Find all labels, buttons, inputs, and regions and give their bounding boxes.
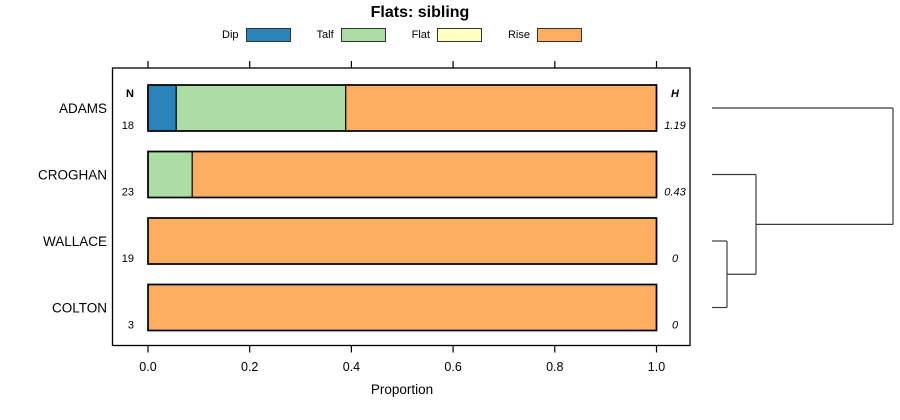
x-axis-label: Proportion [370,382,434,397]
bar-segment-talf [175,84,347,132]
legend-label: Flat [411,29,430,41]
category-label: CROGHAN [38,167,107,182]
h-column-header: H [671,88,680,100]
x-tick-label: 0.2 [241,360,258,374]
bar-outline [147,84,658,132]
n-column-header: N [126,88,134,100]
n-value: 19 [122,253,134,265]
category-label: COLTON [52,300,107,315]
x-tick-label: 0.8 [546,360,563,374]
n-value: 18 [122,120,134,132]
h-value: 0 [672,320,679,332]
legend-item-flat: Flat [412,28,482,42]
plot-box [111,67,691,347]
legend-swatch [436,28,482,42]
legend-swatch [245,28,291,42]
bar-segment-talf [147,150,193,199]
bar-outline [147,150,658,199]
legend-item-rise: Rise [508,28,582,42]
category-label: WALLACE [43,234,107,249]
category-label: ADAMS [59,101,107,116]
x-tick-label: 0.4 [343,360,360,374]
legend-item-dip: Dip [222,28,291,42]
bar-segment-rise [147,217,658,265]
h-value: 0.43 [664,187,686,199]
bar-segment-rise [147,283,658,332]
bar-outline [147,217,658,265]
h-value: 0 [672,253,679,265]
n-value: 23 [122,187,134,199]
legend-swatch [340,28,386,42]
bar-segment-rise [191,150,658,199]
chart-title: Flats: sibling [370,4,470,21]
x-tick-label: 1.0 [648,360,665,374]
legend-label: Rise [507,29,530,41]
legend-label: Dip [222,29,239,41]
bar-segment-rise [345,84,658,132]
h-value: 1.19 [664,120,685,132]
bar-outline [147,283,658,332]
bar-segment-dip [147,84,177,132]
legend-item-talf: Talf [317,28,386,42]
n-value: 3 [128,320,134,332]
x-tick-label: 0.0 [139,360,156,374]
legend-label: Talf [316,29,334,41]
x-tick-label: 0.6 [444,360,461,374]
legend-swatch [537,28,582,42]
legend: Dip Talf Flat Rise [0,26,804,44]
